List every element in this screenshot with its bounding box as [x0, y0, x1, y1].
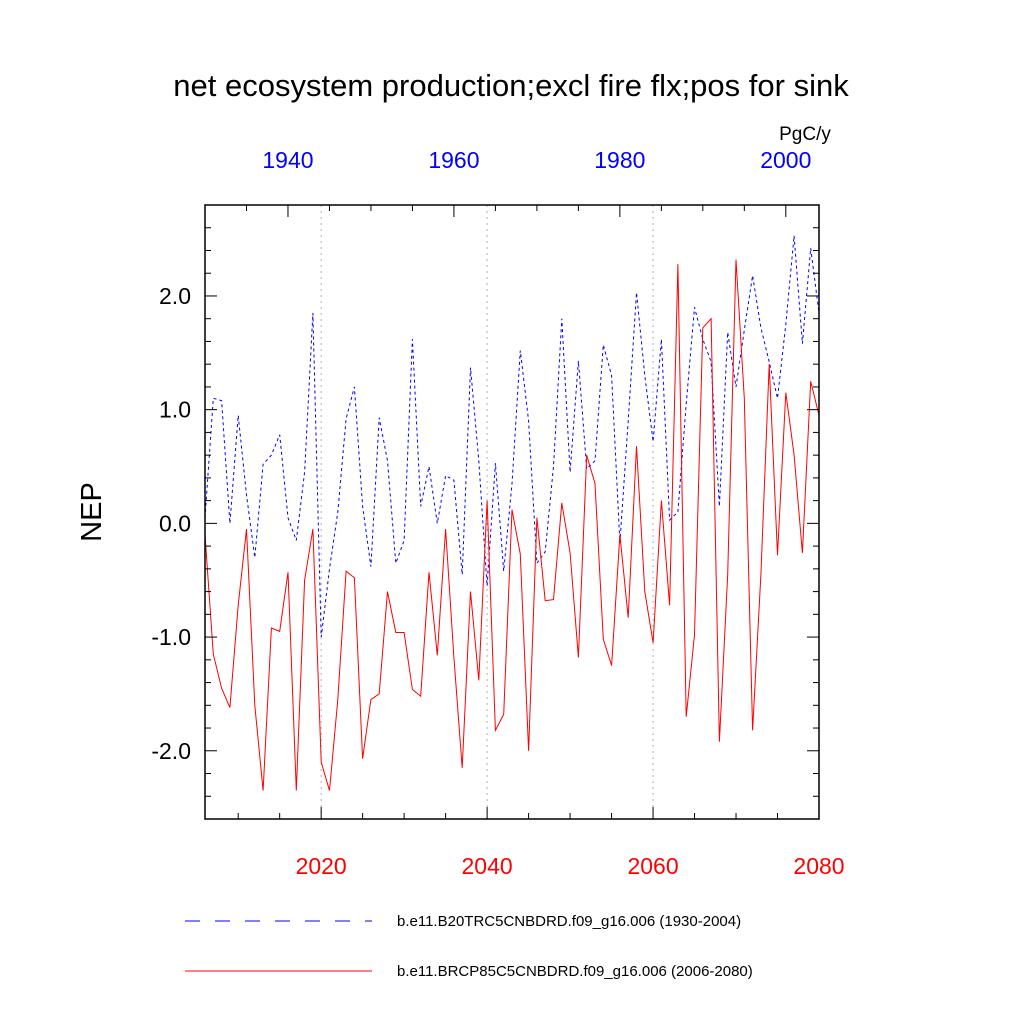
legend-label-rcp85: b.e11.BRCP85C5CNBDRD.f09_g16.006 (2006-2…	[397, 963, 753, 980]
top-x-tick-label: 1960	[428, 147, 479, 173]
series-lines	[204, 235, 820, 791]
y-tick-label: 0.0	[159, 510, 191, 536]
top-x-tick-label: 2000	[760, 147, 811, 173]
series-line-1	[204, 259, 820, 791]
plot-frame	[204, 204, 820, 820]
top-x-tick-label: 1980	[594, 147, 645, 173]
series-line-0	[204, 235, 820, 638]
legend-label-historical: b.e11.B20TRC5CNBDRD.f09_g16.006 (1930-20…	[397, 913, 741, 930]
bottom-x-tick-label: 2080	[793, 853, 844, 879]
axis-ticks	[204, 204, 820, 820]
y-tick-label: -2.0	[151, 738, 191, 764]
y-axis-label: NEP	[76, 482, 108, 542]
chart-title: net ecosystem production;excl fire flx;p…	[173, 68, 849, 103]
y-tick-label: 2.0	[159, 283, 191, 309]
bottom-x-tick-label: 2040	[462, 853, 513, 879]
axis-tick-labels: -2.0 -1.0 0.0 1.0 2.0 1940 1960 1980 2000 2020 204…	[151, 147, 844, 879]
bottom-x-tick-label: 2060	[627, 853, 678, 879]
top-x-tick-label: 1940	[262, 147, 313, 173]
legend: b.e11.B20TRC5CNBDRD.f09_g16.006 (1930-20…	[185, 913, 753, 980]
y-tick-label: 1.0	[159, 397, 191, 423]
units-label: PgC/y	[779, 124, 831, 145]
y-tick-label: -1.0	[151, 624, 191, 650]
bottom-x-tick-label: 2020	[296, 853, 347, 879]
